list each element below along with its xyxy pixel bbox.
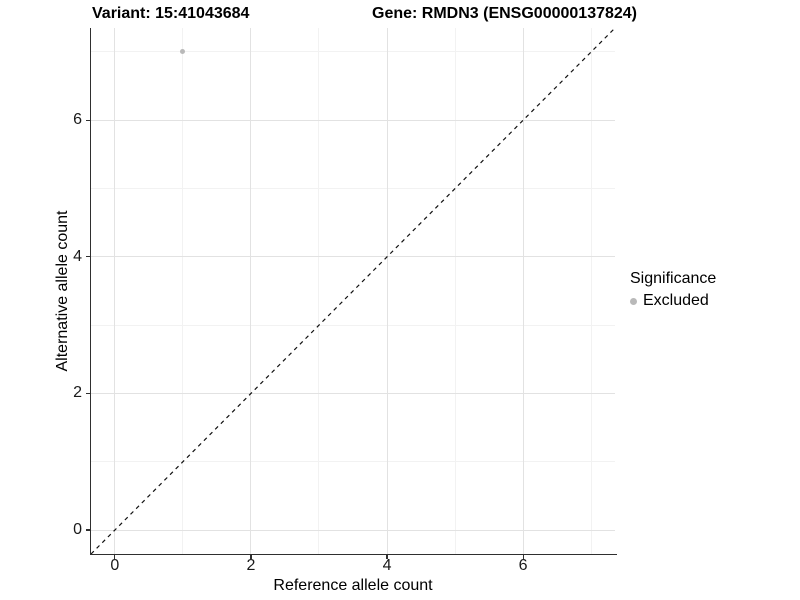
- gridline-x-major: [250, 28, 252, 554]
- gridline-y-minor: [91, 188, 615, 190]
- gridline-x-major: [114, 28, 116, 554]
- x-tick-mark: [386, 555, 388, 559]
- gridline-x-minor: [454, 28, 456, 554]
- gridline-y-major: [91, 256, 615, 258]
- plot-title-variant: Variant: 15:41043684: [92, 5, 250, 22]
- legend-item-excluded: Excluded: [630, 292, 716, 310]
- gridline-y-minor: [91, 461, 615, 463]
- gridline-x-minor: [318, 28, 320, 554]
- x-tick-label: 0: [110, 557, 120, 574]
- y-tick-mark: [85, 119, 90, 121]
- y-axis-label: Alternative allele count: [54, 210, 71, 372]
- y-tick-mark: [85, 256, 90, 258]
- y-tick-label: 2: [73, 384, 82, 402]
- x-tick-label: 6: [518, 557, 528, 574]
- legend-key-dot-icon: [630, 297, 637, 305]
- y-tick-label: 4: [73, 247, 82, 265]
- plot-title-gene: Gene: RMDN3 (ENSG00000137824): [372, 5, 638, 22]
- gridline-y-minor: [91, 324, 615, 326]
- gridline-x-minor: [590, 28, 592, 554]
- y-tick-mark: [85, 529, 90, 531]
- gridline-y-major: [91, 392, 615, 394]
- x-axis-line: [89, 553, 617, 555]
- y-axis-line: [89, 28, 91, 555]
- x-tick-mark: [522, 555, 524, 559]
- x-tick-label: 2: [246, 557, 256, 574]
- legend-item-label: Excluded: [643, 292, 709, 309]
- x-tick-label: 4: [382, 557, 392, 574]
- x-tick-mark: [114, 555, 116, 559]
- x-axis-label: Reference allele count: [273, 577, 433, 594]
- gridline-x-major: [386, 28, 388, 554]
- legend-title: Significance: [630, 270, 717, 287]
- x-tick-mark: [250, 555, 252, 559]
- gridline-y-major: [91, 119, 615, 121]
- gridline-x-minor: [182, 28, 184, 554]
- legend: Significance Excluded: [630, 270, 716, 310]
- data-point-excluded: [180, 49, 186, 55]
- y-tick-label: 0: [73, 521, 82, 539]
- y-tick-label: 6: [73, 111, 82, 129]
- gridline-x-major: [522, 28, 524, 554]
- y-tick-mark: [85, 392, 90, 395]
- identity-dashed-line: [90, 27, 616, 555]
- gridline-y-minor: [91, 51, 615, 53]
- plot-panel: [90, 27, 616, 555]
- gridline-y-major: [91, 529, 615, 531]
